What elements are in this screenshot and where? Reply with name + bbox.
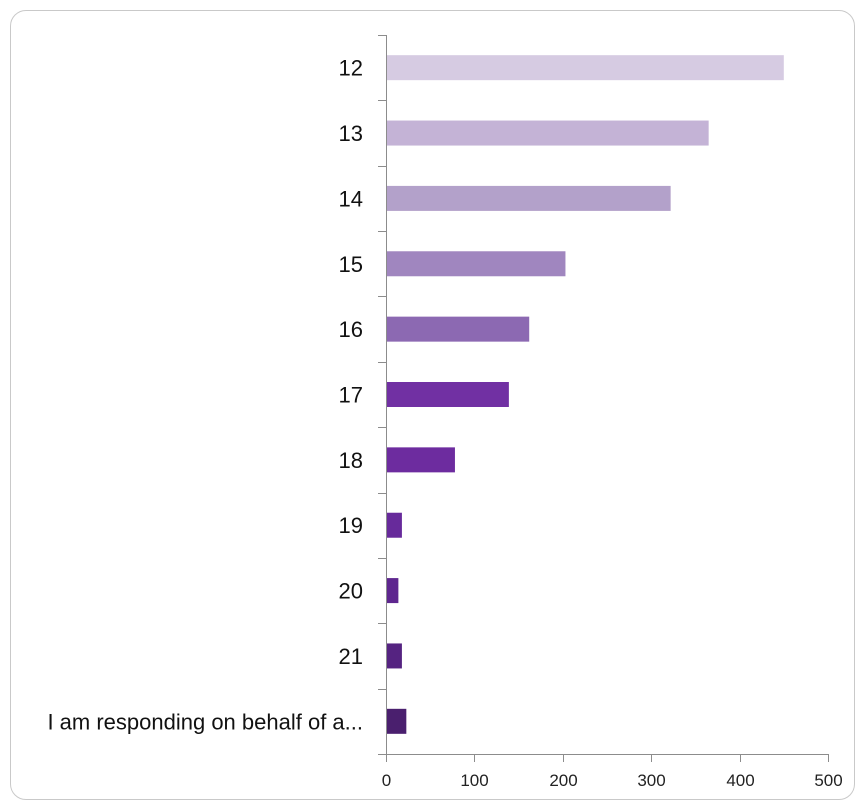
category-labels: 12 13 14 15 16 17 18 19 20 21 I am responding on b… (47, 56, 363, 735)
x-axis: 0 100 200 300 400 500 (382, 754, 843, 790)
category-label-7: 18 (339, 448, 363, 473)
x-tick-label-4: 400 (726, 771, 754, 790)
bars-layer (386, 55, 784, 734)
bar-11 (386, 708, 407, 734)
x-tick-label-2: 200 (549, 771, 577, 790)
category-label-3: 14 (339, 186, 363, 211)
x-tick-label-3: 300 (637, 771, 665, 790)
x-tick-label-1: 100 (460, 771, 488, 790)
category-label-10: 21 (339, 644, 363, 669)
bar-2 (386, 120, 709, 146)
bar-8 (386, 512, 402, 538)
bar-4 (386, 251, 566, 277)
category-label-1: 12 (339, 56, 363, 81)
category-label-2: 13 (339, 121, 363, 146)
bar-6 (386, 382, 509, 407)
bar-1 (386, 55, 784, 81)
category-label-9: 20 (339, 579, 363, 604)
bar-7 (386, 447, 455, 473)
bar-9 (386, 578, 399, 604)
x-tick-label-5: 500 (814, 771, 842, 790)
bar-10 (386, 643, 402, 669)
category-label-5: 16 (339, 317, 363, 342)
y-axis (378, 35, 387, 755)
category-label-6: 17 (339, 383, 363, 408)
x-tick-label-0: 0 (382, 771, 391, 790)
category-label-11: I am responding on behalf of a... (47, 709, 363, 734)
category-label-4: 15 (339, 252, 363, 277)
bar-5 (386, 316, 530, 342)
category-label-8: 19 (339, 513, 363, 538)
bar-3 (386, 185, 671, 211)
